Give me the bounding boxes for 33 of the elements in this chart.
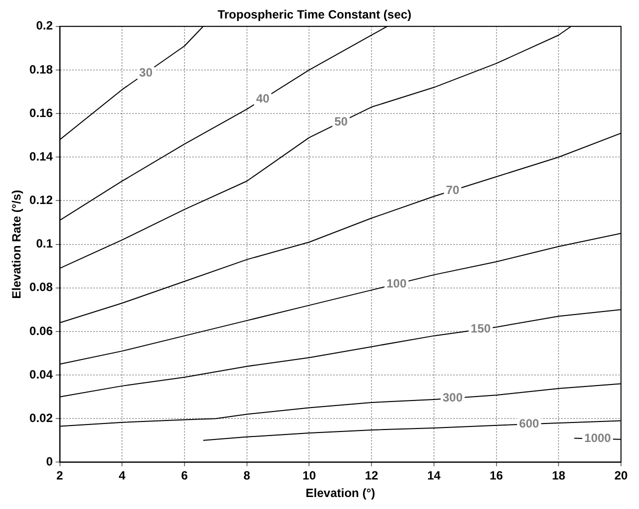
x-tick-label: 4 <box>118 468 126 483</box>
x-tick-label: 12 <box>364 468 379 483</box>
x-tick-label: 2 <box>56 468 64 483</box>
y-tick-label: 0.04 <box>29 367 54 382</box>
y-tick-label: 0.16 <box>29 106 54 120</box>
chart-title: Tropospheric Time Constant (sec) <box>218 8 412 22</box>
series-label: 100 <box>386 276 407 290</box>
series-label: 40 <box>256 92 270 106</box>
series-label: 50 <box>334 114 348 128</box>
y-tick-label: 0.2 <box>36 18 54 33</box>
y-tick-label: 0.06 <box>29 324 54 338</box>
x-tick-label: 10 <box>302 468 316 483</box>
y-tick-label: 0.1 <box>36 236 54 251</box>
y-axis-title: Elevation Rate (°/s) <box>10 190 24 299</box>
series-label: 150 <box>470 322 492 336</box>
series-label: 70 <box>446 182 460 197</box>
series-label: 30 <box>139 65 153 80</box>
x-tick-label: 20 <box>614 468 628 483</box>
series-label: 1000 <box>584 431 612 446</box>
y-tick-label: 0.08 <box>29 280 54 294</box>
x-tick-label: 14 <box>427 468 441 483</box>
y-tick-label: 0 <box>46 454 54 469</box>
x-tick-label: 16 <box>490 468 504 483</box>
series-label: 300 <box>442 390 463 404</box>
y-tick-label: 0.02 <box>29 410 54 425</box>
x-tick-label: 18 <box>552 468 566 483</box>
y-tick-label: 0.12 <box>29 193 54 208</box>
x-tick-label: 6 <box>181 468 188 483</box>
y-tick-label: 0.14 <box>29 149 54 164</box>
series-label: 600 <box>519 416 540 430</box>
x-axis-title: Elevation (°) <box>306 486 376 500</box>
x-tick-label: 8 <box>243 468 250 483</box>
y-tick-label: 0.18 <box>29 62 54 76</box>
